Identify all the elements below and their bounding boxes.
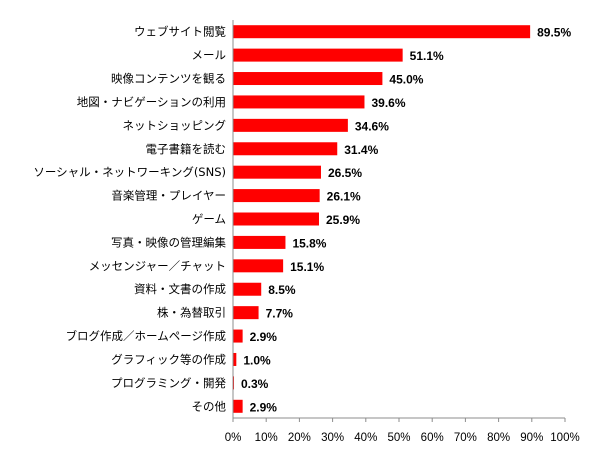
- x-tick-label: 0%: [225, 432, 242, 444]
- value-labels-group: 89.5% 51.1% 45.0% 39.6% 34.6% 31.4% 26.5% 26.1%…: [241, 26, 571, 415]
- value-label: 26.1%: [327, 190, 361, 204]
- bar: [233, 95, 365, 109]
- category-label: 音楽管理・プレイヤー: [111, 189, 226, 203]
- category-label: ソーシャル・ネットワーキング(SNS): [33, 165, 226, 179]
- value-label: 15.1%: [290, 260, 324, 274]
- bar: [233, 165, 321, 179]
- category-label: ブログ作成／ホームページ作成: [66, 329, 227, 343]
- x-tick-label: 60%: [421, 432, 444, 444]
- category-labels-group: ウェブサイト閲覧メール映像コンテンツを観る地図・ナビゲーションの利用ネットショッ…: [33, 25, 226, 414]
- value-label: 45.0%: [389, 73, 423, 87]
- x-tick-label: 10%: [255, 432, 278, 444]
- value-label: 15.8%: [292, 236, 326, 250]
- category-label: 電子書籍を読む: [146, 142, 227, 156]
- bar: [233, 282, 262, 296]
- bar: [233, 48, 403, 62]
- value-label: 2.9%: [250, 400, 278, 414]
- bar: [233, 352, 237, 366]
- bar: [233, 142, 338, 156]
- category-label: ゲーム: [192, 212, 226, 226]
- bar: [233, 212, 319, 226]
- value-label: 89.5%: [537, 26, 571, 40]
- category-label: 地図・ナビゲーションの利用: [77, 95, 226, 109]
- value-label: 0.3%: [241, 377, 269, 391]
- bar: [233, 235, 286, 249]
- category-label: プログラミング・開発: [111, 376, 226, 390]
- value-label: 31.4%: [344, 143, 378, 157]
- x-tick-label: 20%: [288, 432, 311, 444]
- value-label: 1.0%: [243, 353, 271, 367]
- x-tick-label: 30%: [321, 432, 344, 444]
- bar: [233, 25, 531, 39]
- category-label: 写真・映像の管理編集: [111, 235, 226, 249]
- value-label: 26.5%: [328, 166, 362, 180]
- category-label: 映像コンテンツを観る: [111, 72, 226, 86]
- x-tick-label: 40%: [354, 432, 377, 444]
- bar: [233, 306, 259, 320]
- x-tick-label: 90%: [520, 432, 543, 444]
- value-label: 25.9%: [326, 213, 360, 227]
- bar: [233, 259, 284, 273]
- category-label: ウェブサイト閲覧: [134, 25, 226, 39]
- value-label: 34.6%: [355, 119, 389, 133]
- x-tick-label: 80%: [487, 432, 510, 444]
- x-tick-label: 70%: [454, 432, 477, 444]
- category-label: メッセンジャー／チャット: [89, 259, 226, 273]
- x-tick-label: 100%: [550, 432, 579, 444]
- bar: [233, 72, 383, 86]
- value-label: 51.1%: [410, 49, 444, 63]
- category-label: メール: [192, 48, 227, 62]
- value-label: 8.5%: [268, 283, 296, 297]
- category-label: 資料・文書の作成: [134, 282, 226, 296]
- category-label: その他: [192, 399, 227, 413]
- bar: [233, 399, 243, 413]
- category-label: グラフィック等の作成: [111, 352, 226, 366]
- bars-group: [233, 25, 531, 413]
- bar: [233, 118, 348, 132]
- bar: [233, 329, 243, 343]
- x-tick-label: 50%: [387, 432, 410, 444]
- value-label: 39.6%: [371, 96, 405, 110]
- value-label: 2.9%: [250, 330, 278, 344]
- category-label: ネットショッピング: [123, 118, 227, 132]
- category-label: 株・為替取引: [157, 306, 226, 320]
- x-ticks-group: 0% 10% 20% 30% 40% 50% 60% 70% 80% 90% 100%: [225, 418, 580, 444]
- bar: [233, 189, 320, 203]
- value-label: 7.7%: [266, 307, 294, 321]
